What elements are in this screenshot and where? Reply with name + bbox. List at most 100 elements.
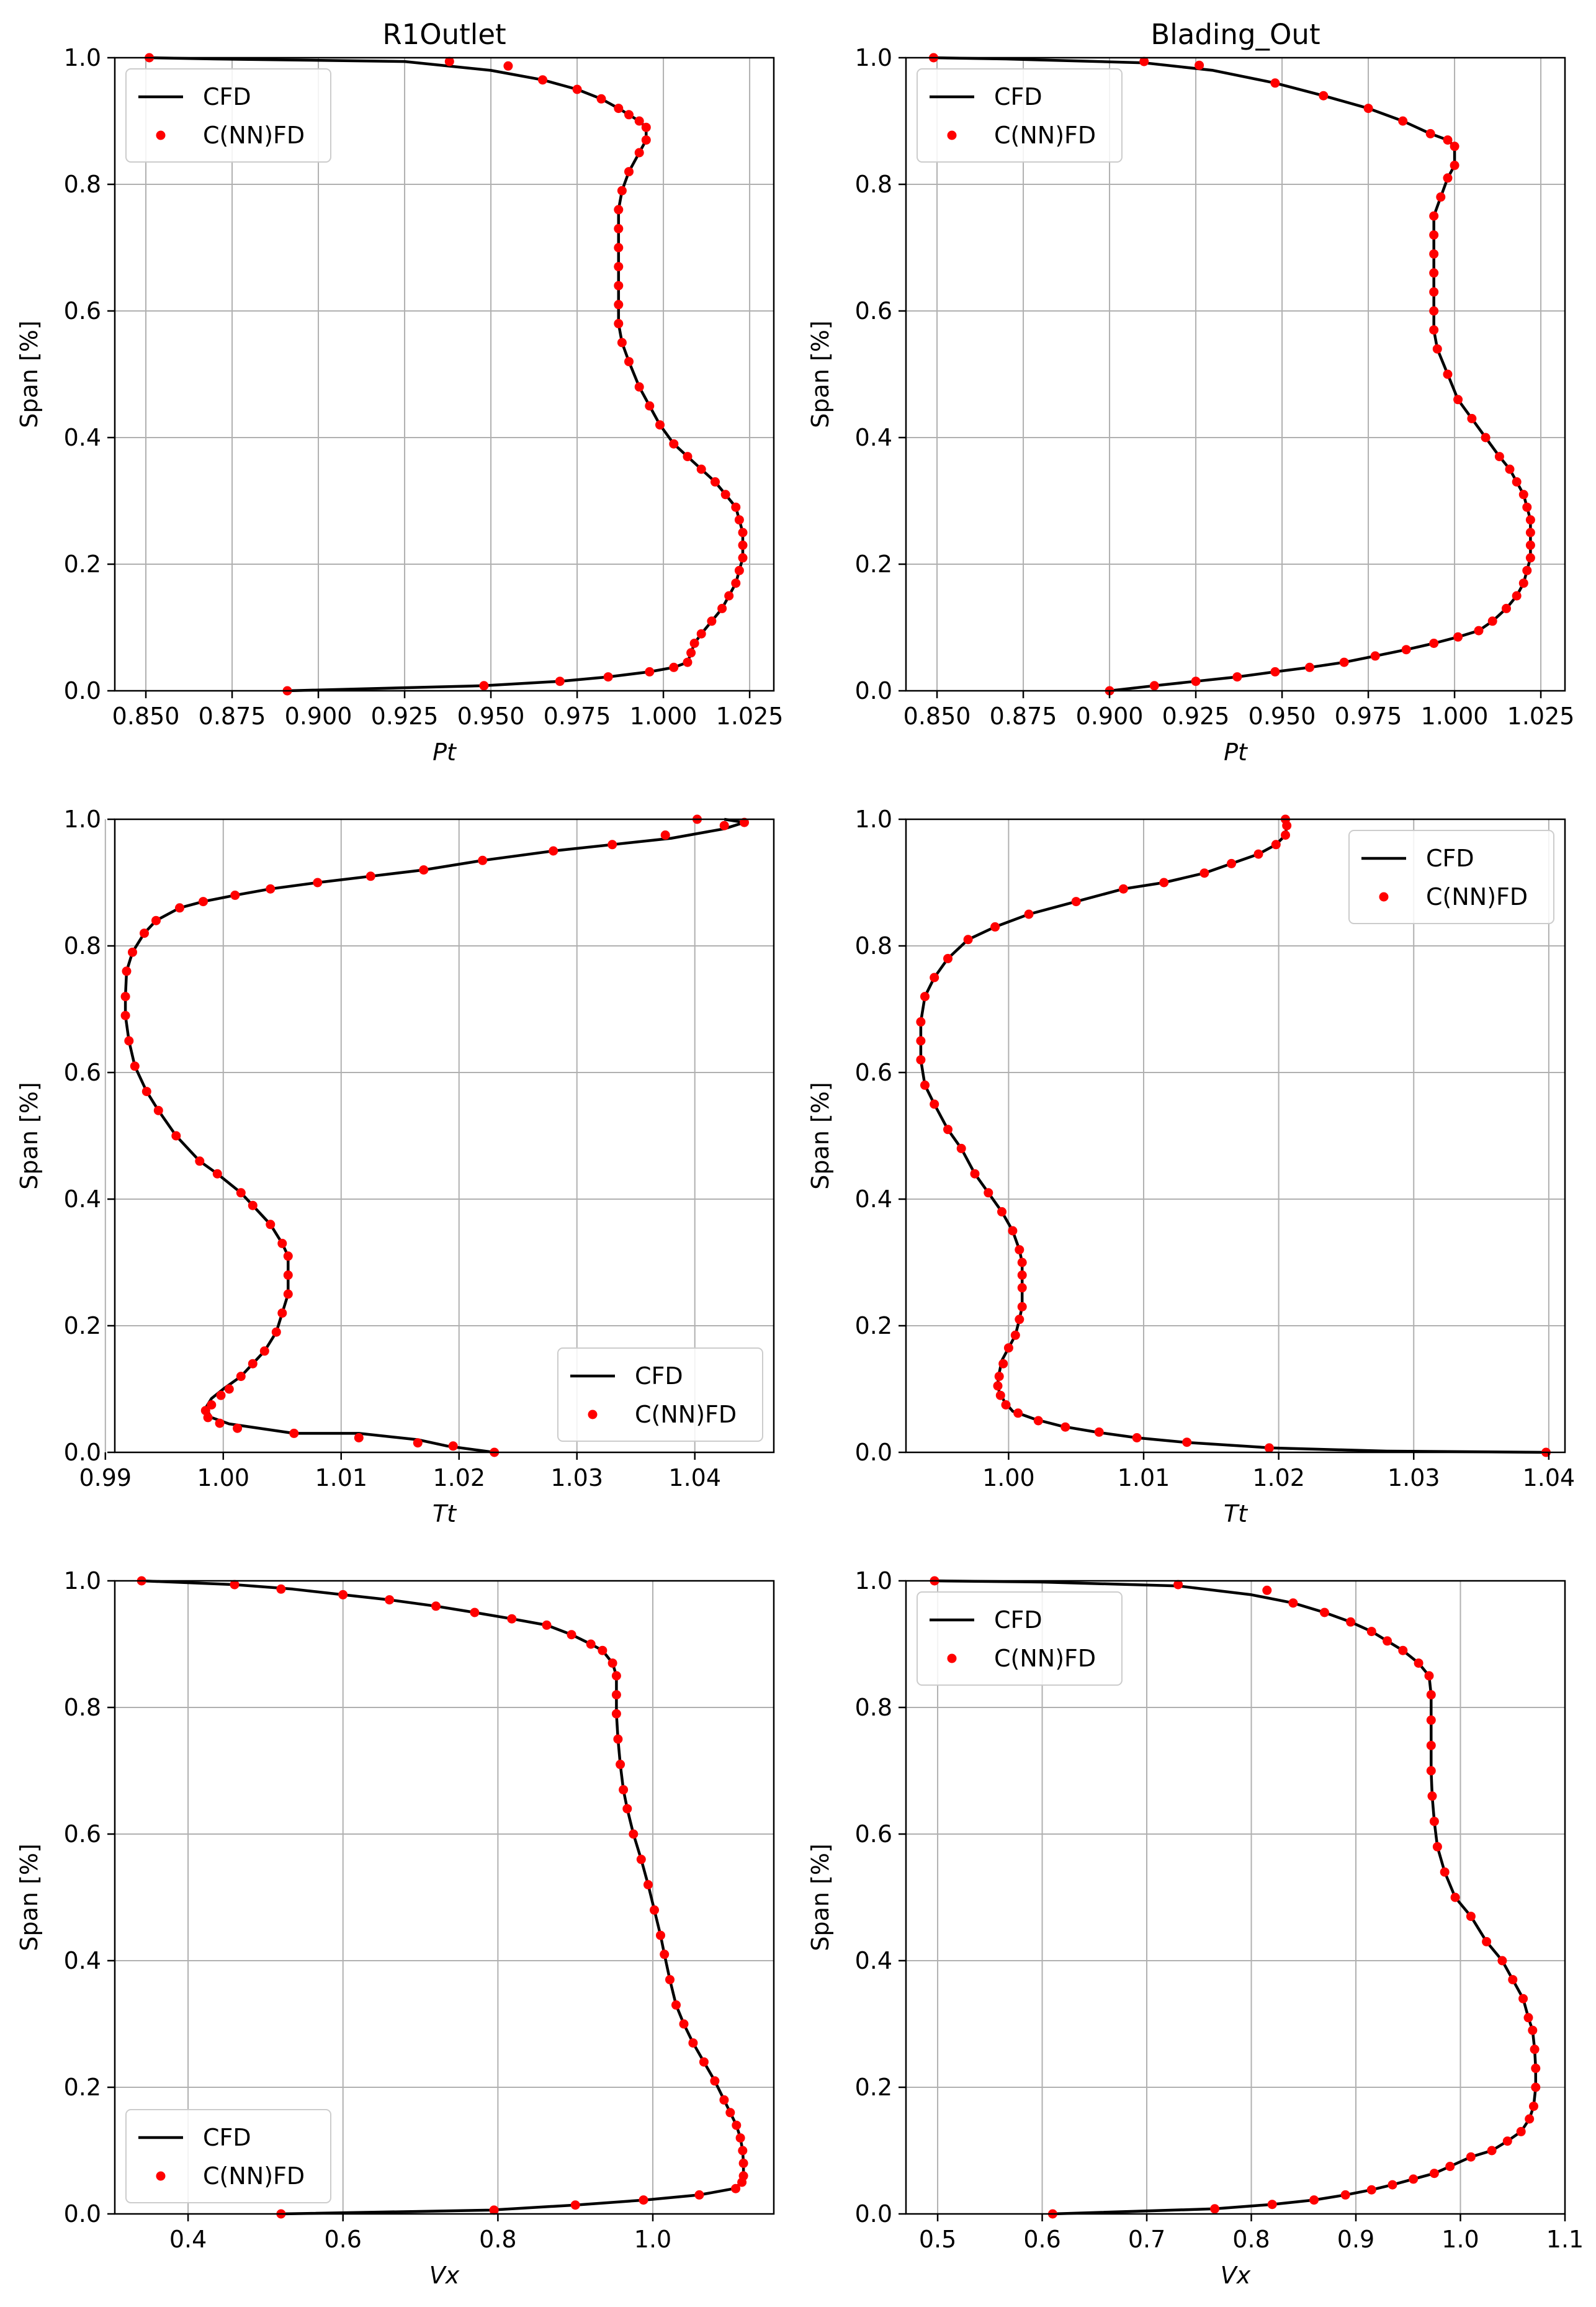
data-point-cnnfd <box>289 1428 299 1438</box>
data-point-cnnfd <box>1199 868 1209 878</box>
data-point-cnnfd <box>1003 1343 1013 1353</box>
y-tick-label: 1.0 <box>855 44 892 71</box>
data-point-cnnfd <box>997 1207 1006 1216</box>
data-point-cnnfd <box>614 243 624 253</box>
data-point-cnnfd <box>1487 2146 1497 2156</box>
x-tick-label: 0.5 <box>919 2226 956 2253</box>
y-tick-label: 0.8 <box>855 171 892 198</box>
data-point-cnnfd <box>507 1614 517 1624</box>
data-point-cnnfd <box>634 148 644 158</box>
x-axis-label: Tt <box>433 1500 457 1527</box>
data-point-cnnfd <box>1453 395 1463 405</box>
legend-marker-swatch <box>156 2171 166 2181</box>
data-point-cnnfd <box>1017 1270 1027 1280</box>
axes-frame <box>114 818 775 1454</box>
data-point-cnnfd <box>1191 677 1201 686</box>
data-point-cnnfd <box>271 1327 281 1337</box>
data-point-cnnfd <box>624 357 634 367</box>
data-point-cnnfd <box>448 1441 458 1451</box>
data-point-cnnfd <box>1033 1416 1043 1426</box>
data-point-cnnfd <box>696 464 706 474</box>
data-point-cnnfd <box>607 1658 617 1668</box>
y-tick-label: 0.8 <box>64 932 101 960</box>
legend: CFD C(NN)FD <box>917 68 1123 163</box>
data-point-cnnfd <box>1508 1975 1518 1985</box>
data-point-cnnfd <box>611 1671 621 1681</box>
data-point-cnnfd <box>195 1156 205 1166</box>
data-point-cnnfd <box>1270 78 1280 88</box>
axes-frame <box>905 56 1566 692</box>
legend-box <box>917 1591 1123 1686</box>
data-point-cnnfd <box>419 865 429 875</box>
data-point-cnnfd <box>679 2019 689 2029</box>
data-point-cnnfd <box>719 2095 729 2105</box>
data-point-cnnfd <box>916 1036 926 1046</box>
x-tick-label: 1.0 <box>1441 2226 1479 2253</box>
x-axis-label: Pt <box>1224 739 1249 766</box>
data-point-cnnfd <box>1132 1433 1142 1442</box>
data-point-cnnfd <box>1525 2114 1535 2124</box>
data-point-cnnfd <box>671 2000 681 2010</box>
y-tick-label: 0.8 <box>64 171 101 198</box>
data-point-cnnfd <box>603 672 613 682</box>
x-tick-label: 0.8 <box>479 2226 516 2253</box>
data-point-cnnfd <box>990 922 1000 932</box>
data-point-cnnfd <box>1340 2190 1350 2200</box>
data-point-cnnfd <box>993 1381 1003 1391</box>
data-point-cnnfd <box>738 528 748 537</box>
y-tick-label: 0.4 <box>64 1947 101 1974</box>
data-point-cnnfd <box>669 439 679 449</box>
data-point-cnnfd <box>1522 565 1532 575</box>
data-point-cnnfd <box>478 855 488 865</box>
data-point-cnnfd <box>1281 830 1290 840</box>
data-point-cnnfd <box>365 871 375 881</box>
data-point-cnnfd <box>1518 578 1528 588</box>
data-point-cnnfd <box>686 648 696 658</box>
y-axis-label: Span [%] <box>16 320 43 428</box>
data-point-cnnfd <box>1232 672 1242 682</box>
legend: CFD C(NN)FD <box>917 1591 1123 1686</box>
data-point-cnnfd <box>1288 1598 1298 1608</box>
y-tick-label: 0.8 <box>855 932 892 960</box>
data-point-cnnfd <box>216 1390 226 1400</box>
data-point-cnnfd <box>224 1384 234 1394</box>
data-point-cnnfd <box>230 1580 240 1590</box>
data-point-cnnfd <box>1071 897 1081 907</box>
x-tick-label: 0.9 <box>1337 2226 1374 2253</box>
data-layer <box>916 814 1551 1457</box>
x-axis-label: Vx <box>1221 2262 1251 2289</box>
y-tick-label: 0.6 <box>64 297 101 325</box>
data-point-cnnfd <box>617 186 627 196</box>
y-tick-label: 0.2 <box>855 551 892 578</box>
data-point-cnnfd <box>699 2057 709 2067</box>
data-point-cnnfd <box>1432 344 1442 354</box>
x-tick-label: 0.900 <box>285 703 352 730</box>
data-point-cnnfd <box>688 2038 698 2048</box>
data-point-cnnfd <box>1015 1245 1024 1255</box>
x-tick-label: 0.875 <box>199 703 266 730</box>
data-point-cnnfd <box>1429 639 1439 648</box>
x-axis-label: Pt <box>433 739 457 766</box>
data-point-cnnfd <box>1522 502 1532 512</box>
data-point-cnnfd <box>724 591 734 601</box>
data-point-cnnfd <box>1398 116 1408 126</box>
x-tick-label: 0.850 <box>903 703 971 730</box>
data-point-cnnfd <box>200 1406 210 1416</box>
data-point-cnnfd <box>236 1372 246 1382</box>
data-point-cnnfd <box>567 1630 576 1640</box>
data-point-cnnfd <box>665 1975 675 1985</box>
data-point-cnnfd <box>120 992 130 1002</box>
data-point-cnnfd <box>1182 1437 1192 1447</box>
data-point-cnnfd <box>1010 1330 1020 1340</box>
y-tick-label: 1.0 <box>855 806 892 833</box>
data-point-cnnfd <box>614 281 624 290</box>
data-point-cnnfd <box>694 2190 704 2200</box>
data-point-cnnfd <box>916 1055 926 1065</box>
data-point-cnnfd <box>354 1433 364 1442</box>
data-point-cnnfd <box>611 1690 621 1700</box>
data-point-cnnfd <box>1262 1585 1272 1595</box>
data-point-cnnfd <box>215 1418 225 1428</box>
data-point-cnnfd <box>1523 2013 1533 2023</box>
data-point-cnnfd <box>717 603 727 613</box>
data-point-cnnfd <box>1013 1408 1023 1418</box>
